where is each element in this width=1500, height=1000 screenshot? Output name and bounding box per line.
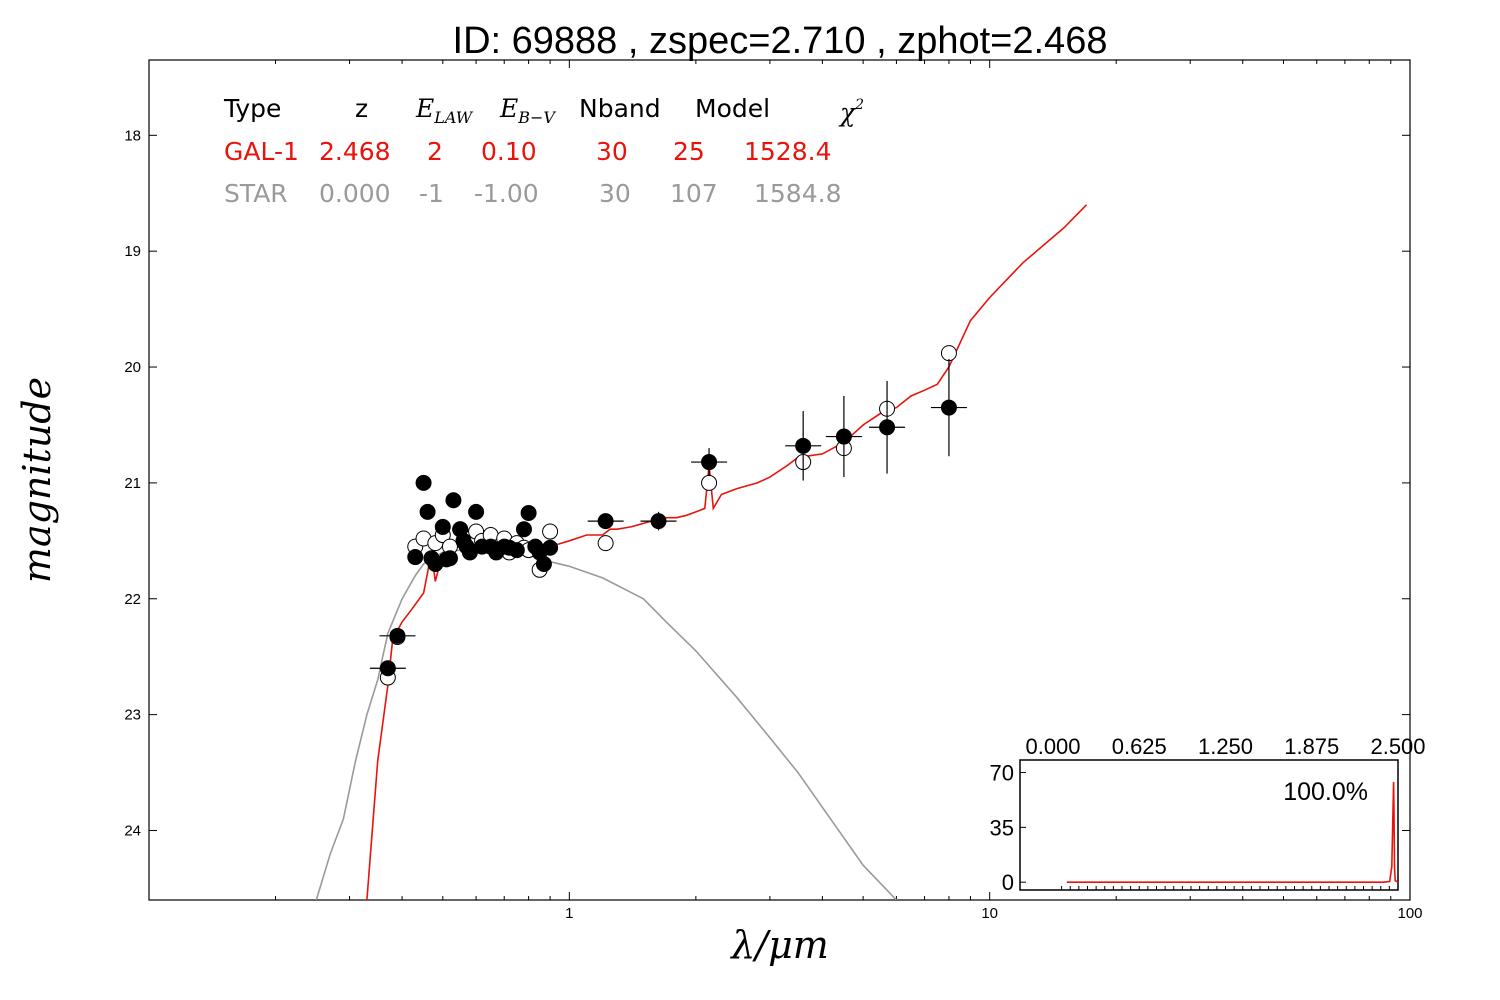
y-axis-label: magnitude	[15, 377, 59, 583]
x-tick-labels: 1 10 100	[565, 905, 1422, 922]
observed-point	[597, 513, 614, 530]
observed-point	[535, 556, 552, 572]
x-tick-label: 1	[565, 905, 573, 922]
y-tick-label: 18	[124, 127, 141, 144]
observed-point	[940, 399, 957, 416]
inset-x-tick-label: 2.500	[1370, 734, 1425, 759]
inset-y-tick-label: 0	[1002, 870, 1014, 895]
legend-gal-type: GAL-1	[224, 137, 299, 166]
y-tick-label: 23	[124, 707, 141, 724]
legend-header-model: Model	[695, 94, 770, 123]
inset-x-tick-label: 0.000	[1025, 734, 1080, 759]
inset-y-tick-label: 70	[990, 761, 1014, 786]
observed-point	[441, 550, 458, 567]
y-tick-label: 20	[124, 359, 141, 376]
legend-star-nband: 30	[599, 179, 631, 208]
legend-gal-chi2: 1528.4	[744, 137, 831, 166]
points-layer	[369, 345, 967, 686]
inset-x-tick-label: 1.250	[1198, 734, 1253, 759]
legend-header-nband: Nband	[579, 94, 661, 123]
inset-x-tick-label: 0.625	[1112, 734, 1167, 759]
galaxy-template-line	[366, 204, 1088, 900]
observed-point	[650, 513, 667, 530]
legend-header-type: Type	[223, 94, 281, 123]
observed-point	[879, 419, 896, 436]
axis-ticks	[148, 60, 1411, 900]
legend-gal-z: 2.468	[319, 137, 391, 166]
observed-point	[434, 518, 451, 535]
legend-star-z: 0.000	[319, 179, 391, 208]
observed-point	[468, 503, 485, 520]
inset-ticks: 0.000 0.625 1.250 1.875 2.500 70 35 0	[990, 734, 1426, 895]
y-tick-labels: 18 19 20 21 22 23 24	[124, 127, 141, 839]
legend-star-type: STAR	[224, 179, 288, 208]
legend-header-chi2: χ2	[838, 97, 864, 127]
star-template-line	[315, 546, 897, 900]
x-tick-label: 10	[981, 905, 998, 922]
y-tick-label: 24	[124, 822, 141, 839]
legend-gal-elaw: 2	[427, 137, 443, 166]
legend-table: Type z ELAW EB−V Nband Model χ2 GAL-1 2.…	[223, 94, 864, 208]
observed-point	[445, 492, 462, 509]
inset-frame	[1019, 759, 1399, 891]
observed-point	[379, 660, 396, 677]
legend-star-model: 107	[670, 179, 718, 208]
legend-header-elaw: ELAW	[415, 94, 474, 127]
y-tick-label: 22	[124, 591, 141, 608]
inset-pdf-line	[1066, 781, 1398, 884]
y-tick-label: 21	[124, 475, 141, 492]
observed-point	[701, 454, 718, 471]
inset-line-layer	[1066, 781, 1398, 884]
model-point	[542, 523, 559, 540]
observed-point	[520, 505, 537, 522]
observed-point	[407, 549, 424, 566]
observed-point	[795, 437, 812, 454]
legend-star-chi2: 1584.8	[754, 179, 841, 208]
chart-title: ID: 69888 , zspec=2.710 , zphot=2.468	[453, 20, 1108, 62]
y-tick-label: 19	[124, 243, 141, 260]
legend-star-ebv: -1.00	[474, 179, 539, 208]
model-point	[940, 345, 957, 362]
inset-pdf: 0.000 0.625 1.250 1.875 2.500 70 35 0 100.0%	[990, 734, 1426, 895]
plot-frame	[148, 59, 1411, 901]
x-axis-label: λ/μm	[729, 923, 829, 967]
observed-point	[508, 542, 525, 559]
inset-x-tick-label: 1.875	[1284, 734, 1339, 759]
observed-point	[542, 539, 559, 556]
observed-point	[419, 503, 436, 520]
inset-annotation: 100.0%	[1283, 778, 1368, 806]
legend-gal-ebv: 0.10	[481, 137, 537, 166]
observed-point	[515, 521, 532, 538]
legend-gal-model: 25	[673, 137, 705, 166]
model-point	[701, 474, 718, 491]
observed-point	[415, 474, 432, 491]
legend-gal-nband: 30	[596, 137, 628, 166]
observed-point	[835, 428, 852, 445]
legend-star-elaw: -1	[419, 179, 444, 208]
inset-y-tick-label: 35	[990, 815, 1014, 840]
x-tick-label: 100	[1397, 905, 1422, 922]
observed-point	[389, 627, 406, 644]
legend-header-ebv: EB−V	[499, 94, 556, 127]
legend-header-z: z	[355, 94, 368, 123]
model-point	[597, 535, 614, 552]
